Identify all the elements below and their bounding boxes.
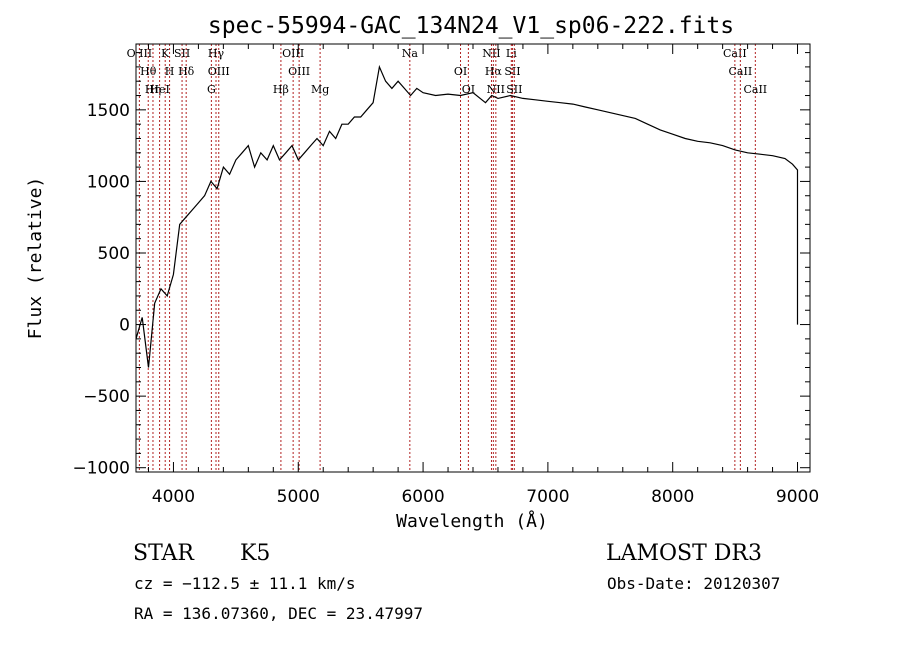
y-axis-label: Flux (relative) — [25, 177, 46, 340]
line-label: Hα — [485, 65, 503, 78]
line-label: CaII — [723, 47, 747, 60]
y-tick-label: −1000 — [72, 459, 130, 479]
line-label: O III — [127, 47, 153, 60]
chart-title: spec-55994-GAC_134N24_V1_sp06-222.fits — [208, 13, 734, 39]
obs-date: Obs-Date: 20120307 — [607, 574, 780, 593]
coordinates: RA = 136.07360, DEC = 23.47997 — [134, 604, 423, 623]
object-type: STAR — [133, 541, 195, 566]
y-tick-label: 500 — [98, 244, 130, 264]
y-tick-label: 1500 — [87, 101, 130, 121]
line-label: SII — [174, 47, 190, 60]
x-axis-label: Wavelength (Å) — [396, 510, 548, 532]
x-tick-label: 8000 — [651, 487, 694, 507]
line-label: Hθ — [140, 65, 157, 78]
line-label: OIII — [288, 65, 310, 78]
line-label: Na — [402, 47, 419, 60]
subclass: K5 — [240, 541, 270, 566]
line-label: Hη — [145, 83, 161, 96]
x-tick-label: 9000 — [776, 487, 819, 507]
redshift-label: cz = −112.5 ± 11.1 km/s — [134, 574, 356, 593]
line-label: SII — [504, 65, 520, 78]
line-label: OIII — [282, 47, 304, 60]
survey-name: LAMOST DR3 — [606, 541, 762, 566]
line-label: CaII — [743, 83, 767, 96]
line-label: SII — [506, 83, 522, 96]
line-label: Mg — [311, 83, 329, 96]
x-tick-label: 6000 — [401, 487, 444, 507]
line-label: Hδ — [178, 65, 195, 78]
line-label: G — [207, 83, 216, 96]
line-label: Li — [506, 47, 517, 60]
plot-frame — [135, 43, 811, 473]
line-label: CaII — [729, 65, 753, 78]
line-label: HeI — [149, 83, 169, 96]
series-group — [135, 64, 799, 368]
line-label: OI — [454, 65, 467, 78]
axes — [135, 43, 811, 473]
y-tick-label: 0 — [119, 316, 130, 336]
line-label: OIII — [208, 65, 230, 78]
tick-labels: 4000 5000 6000 7000 8000 9000 −1000 −500 0 500 100… — [72, 101, 819, 507]
x-tick-label: 4000 — [152, 487, 195, 507]
y-tick-label: 1000 — [87, 172, 130, 192]
line-label: H — [165, 65, 175, 78]
emission-lines: O IIIHθHηKHHeISIIHδGHγOIIIHβOIIIOIIIMgNa… — [127, 44, 767, 472]
x-tick-label: 7000 — [526, 487, 569, 507]
y-tick-label: −500 — [83, 387, 130, 407]
line-label: NII — [487, 83, 505, 96]
x-tick-label: 5000 — [277, 487, 320, 507]
series-line — [135, 64, 799, 368]
line-label: K — [161, 47, 170, 60]
line-label: Hγ — [208, 47, 225, 60]
line-label: Hβ — [273, 83, 289, 96]
